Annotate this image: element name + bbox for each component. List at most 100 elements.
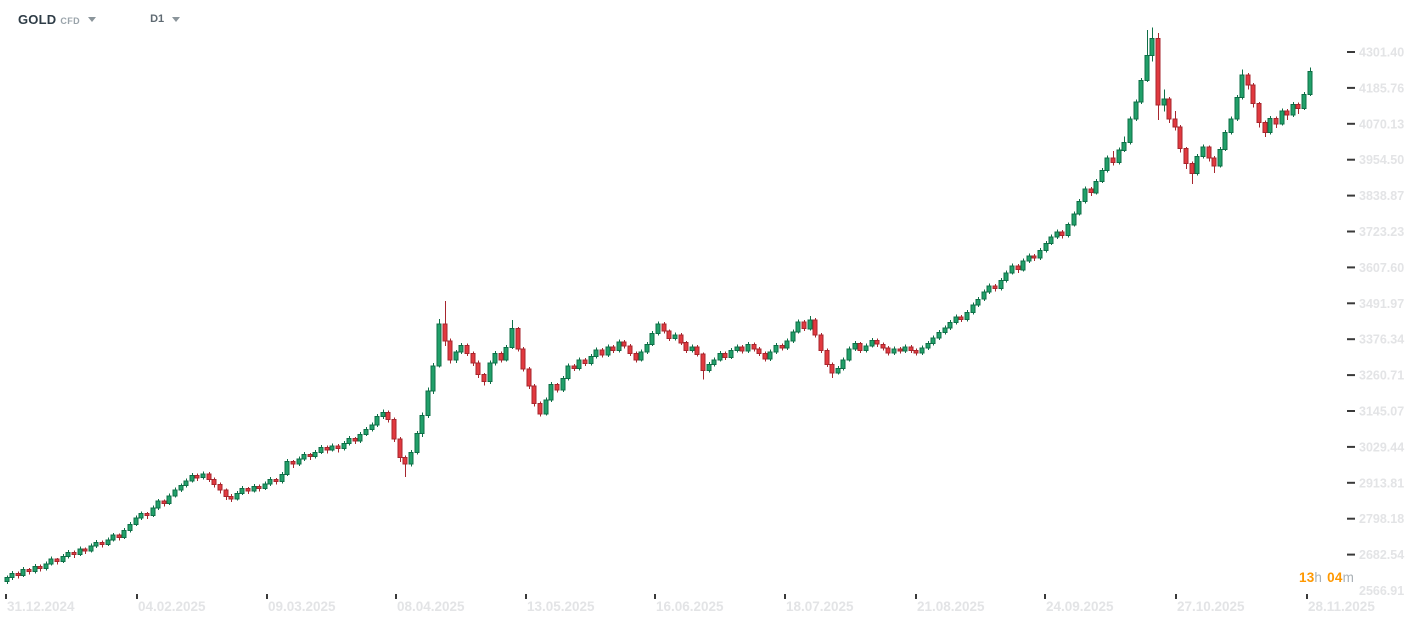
date-tick-mark	[915, 594, 917, 599]
candle	[1295, 102, 1301, 114]
candle	[548, 382, 554, 402]
price-axis-label: 3607.60	[1359, 261, 1404, 275]
price-axis-label: 2913.81	[1359, 476, 1404, 490]
candle	[1054, 229, 1060, 239]
candle	[919, 345, 925, 355]
candle	[267, 476, 273, 486]
candle	[953, 314, 959, 325]
date-axis[interactable]: 31.12.2024 04.02.2025 09.03.2025 08.04.2025…	[5, 594, 1375, 614]
price-axis-label: 3029.44	[1359, 440, 1404, 454]
candle	[1076, 199, 1082, 216]
candle	[88, 543, 94, 553]
candle	[655, 321, 661, 336]
candle	[526, 367, 532, 389]
candle	[9, 570, 15, 581]
candle	[1262, 120, 1268, 137]
price-tick-mark	[1347, 122, 1355, 125]
candle	[1065, 222, 1071, 238]
candle	[352, 437, 358, 445]
market-countdown: 13h 04m	[1299, 570, 1359, 585]
candle	[284, 459, 290, 477]
price-tick-mark	[1347, 51, 1355, 53]
candle	[397, 436, 403, 463]
candle	[1279, 108, 1285, 126]
candle	[341, 441, 347, 451]
date-axis-label: 16.06.2025	[656, 599, 724, 614]
candle	[1133, 99, 1139, 121]
candle	[818, 333, 824, 353]
candle	[211, 477, 217, 488]
candle	[571, 364, 577, 371]
candle	[605, 344, 611, 357]
price-axis-label: 2682.54	[1359, 548, 1404, 562]
candle	[183, 478, 189, 488]
date-axis-label: 21.08.2025	[917, 599, 985, 614]
price-axis-label: 3376.34	[1359, 333, 1404, 347]
candle	[307, 452, 313, 460]
timeframe-selector[interactable]: D1	[150, 13, 181, 25]
price-axis-label: 3954.50	[1359, 153, 1404, 167]
price-axis-label: 3491.97	[1359, 297, 1404, 311]
date-tick-mark	[1044, 594, 1046, 599]
candle	[1217, 146, 1223, 168]
price-axis[interactable]: 4301.40 4185.76 4070.13 3954.50 3838.87 3723.…	[1347, 46, 1404, 599]
candle	[26, 567, 32, 575]
candle	[621, 339, 627, 349]
candle	[430, 362, 436, 394]
candle	[638, 349, 644, 362]
candle	[1267, 115, 1273, 135]
candle	[110, 533, 116, 542]
candle	[127, 521, 133, 533]
candle	[947, 320, 953, 330]
candle	[537, 401, 543, 417]
candle	[1121, 136, 1127, 153]
candle	[172, 487, 178, 498]
candle	[683, 340, 689, 353]
candle	[711, 357, 717, 367]
symbol-selector[interactable]: GOLD CFD	[18, 12, 97, 27]
candle	[65, 549, 71, 559]
chart-header: GOLD CFD D1	[18, 8, 181, 30]
candle	[155, 498, 161, 511]
candle	[245, 487, 251, 494]
candle	[784, 338, 790, 350]
candle	[986, 283, 992, 294]
countdown-hours-unit: h	[1314, 570, 1323, 585]
candle	[1239, 69, 1245, 100]
candle	[1200, 144, 1206, 159]
price-axis-label: 3723.23	[1359, 225, 1404, 239]
candle	[374, 413, 380, 427]
candle	[150, 505, 156, 518]
candle	[161, 499, 167, 507]
candle	[863, 343, 869, 353]
chevron-down-icon	[88, 16, 97, 22]
candle	[936, 330, 942, 340]
candle	[329, 443, 335, 452]
candle	[77, 546, 83, 556]
candle	[509, 320, 515, 350]
candle	[71, 550, 77, 558]
price-tick-mark	[1347, 302, 1355, 305]
candle	[694, 344, 700, 357]
candle	[1189, 161, 1195, 185]
candle	[756, 347, 762, 357]
candle	[217, 482, 223, 494]
date-axis-label: 27.10.2025	[1177, 599, 1245, 614]
candle	[414, 431, 420, 455]
candle	[239, 486, 245, 496]
candle	[43, 561, 49, 571]
candle	[891, 346, 897, 355]
price-axis-label: 4070.13	[1359, 117, 1404, 131]
candle	[554, 382, 560, 393]
candle	[1183, 146, 1189, 169]
candle	[1110, 151, 1116, 166]
timeframe-label: D1	[150, 13, 165, 25]
candle	[48, 556, 54, 566]
candle	[492, 351, 498, 366]
candle	[503, 344, 509, 362]
candle	[1234, 95, 1240, 121]
candle	[970, 302, 976, 315]
candle	[475, 360, 481, 378]
price-axis-label: 3260.71	[1359, 369, 1404, 383]
